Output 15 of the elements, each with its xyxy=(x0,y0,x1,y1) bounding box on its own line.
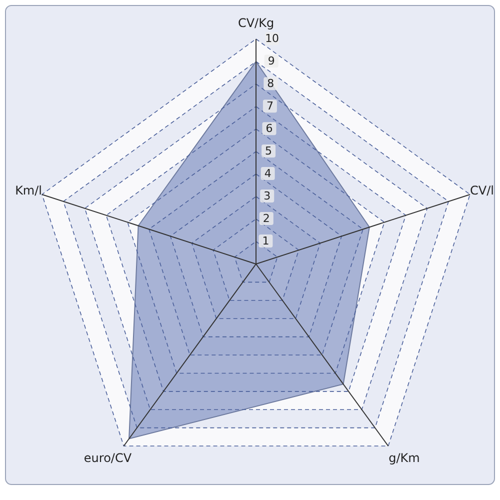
spoke-label: euro/CV xyxy=(84,451,132,466)
y-tick-label: 7 xyxy=(266,100,274,113)
spoke-label: CV/l xyxy=(470,183,494,198)
y-tick-label: 2 xyxy=(262,212,270,226)
spoke-label: CV/Kg xyxy=(238,16,274,30)
y-tick-label: 3 xyxy=(264,190,271,203)
y-tick-label: 10 xyxy=(265,32,280,46)
y-tick-label: 8 xyxy=(267,77,274,90)
y-tick-label: 1 xyxy=(262,234,270,248)
spoke-label: g/Km xyxy=(388,451,420,466)
y-tick-label: 9 xyxy=(268,54,275,68)
y-tick-label: 4 xyxy=(264,167,272,180)
y-tick-label: 5 xyxy=(265,144,272,158)
spoke-label: Km/l xyxy=(15,183,42,198)
y-tick-label: 6 xyxy=(266,122,273,136)
